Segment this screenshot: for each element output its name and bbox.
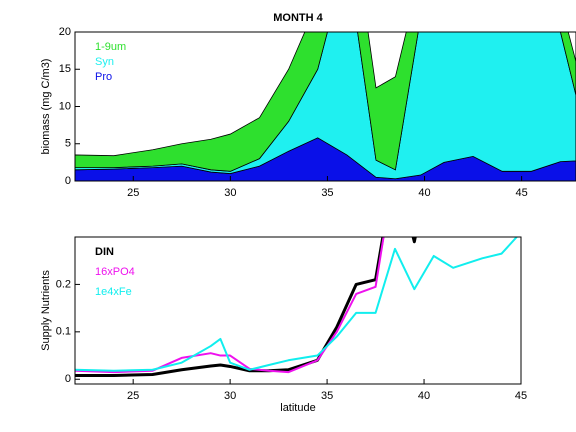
y-axis-label: biomass (mg C/m3) — [40, 59, 52, 155]
plot-area — [75, 237, 519, 377]
legend-label: 1-9um — [95, 41, 126, 53]
legend-label: DIN — [95, 246, 114, 258]
x-tick-label: 25 — [127, 187, 139, 199]
x-tick-label: 40 — [418, 390, 430, 402]
chart-title: MONTH 4 — [273, 12, 323, 24]
x-axis-label: latitude — [280, 402, 315, 414]
y-tick-label: 0 — [65, 373, 71, 385]
legend-label: 1e4xFe — [95, 286, 132, 298]
plot-area — [75, 32, 576, 181]
x-tick-label: 45 — [516, 187, 528, 199]
x-tick-label: 35 — [321, 390, 333, 402]
y-axis-label: Supply Nutrients — [40, 270, 52, 351]
legend-label: Syn — [95, 56, 114, 68]
y-tick-label: 0.1 — [56, 326, 71, 338]
y-tick-label: 15 — [59, 63, 71, 75]
y-tick-label: 0 — [65, 175, 71, 187]
area-band — [75, 32, 576, 172]
x-tick-label: 35 — [321, 187, 333, 199]
y-tick-label: 5 — [65, 138, 71, 150]
x-tick-label: 30 — [224, 390, 236, 402]
x-tick-label: 25 — [127, 390, 139, 402]
x-tick-label: 45 — [515, 390, 527, 402]
legend-label: 16xPO4 — [95, 266, 135, 278]
x-tick-label: 30 — [224, 187, 236, 199]
y-tick-label: 10 — [59, 100, 71, 112]
line — [75, 237, 519, 372]
legend-label: Pro — [95, 71, 112, 83]
y-tick-label: 0.2 — [56, 278, 71, 290]
x-tick-label: 40 — [418, 187, 430, 199]
axes-frame — [74, 236, 522, 385]
y-tick-label: 20 — [59, 26, 71, 38]
